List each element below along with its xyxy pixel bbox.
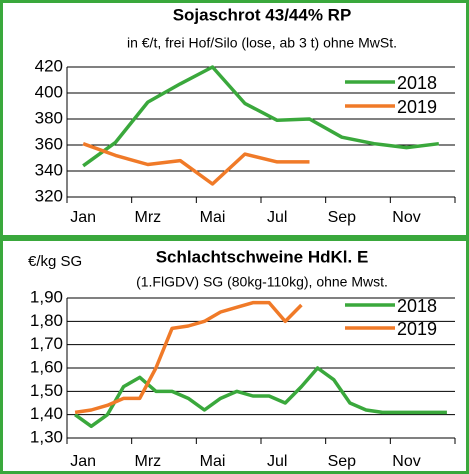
x-tick-label: Jul	[267, 453, 287, 470]
x-tick-label: Mai	[200, 453, 226, 470]
line-series	[74, 300, 303, 415]
legend-label: 2018	[397, 73, 437, 93]
y-tick-label: 1,40	[30, 404, 63, 423]
y-tick-label: 1,30	[30, 427, 63, 446]
chart-subtitle: (1.FlGDV) SG (80kg-110kg), ohne Mwst.	[136, 274, 388, 290]
y-tick-label: 340	[35, 160, 63, 179]
y-tick-label: 420	[35, 56, 63, 75]
line-series	[82, 65, 440, 168]
y-tick-label: 320	[35, 186, 63, 205]
x-tick-label: Mrz	[135, 453, 162, 470]
y-tick-label: 1,70	[30, 334, 63, 353]
y-tick-label: 1,90	[30, 287, 63, 306]
legend-label: 2018	[397, 296, 437, 316]
y-tick-label: 1,60	[30, 357, 63, 376]
y-tick-label: 380	[35, 108, 63, 127]
y-tick-label: 360	[35, 134, 63, 153]
y-tick-label: 1,80	[30, 311, 63, 330]
chart-title: Schlachtschweine HdKl. E	[156, 247, 369, 266]
x-tick-label: Nov	[392, 209, 420, 226]
line-series	[82, 142, 310, 186]
y-axis-label: €/kg SG	[28, 253, 82, 270]
x-tick-label: Jan	[70, 453, 96, 470]
y-tick-label: 400	[35, 82, 63, 101]
x-tick-label: Jul	[267, 209, 287, 226]
chart-title: Sojaschrot 43/44% RP	[173, 5, 352, 24]
y-tick-label: 1,50	[30, 381, 63, 400]
legend-label: 2019	[397, 97, 437, 117]
x-tick-label: Mai	[200, 209, 226, 226]
panel-border	[0, 0, 469, 238]
x-tick-label: Sep	[328, 209, 357, 226]
x-tick-label: Sep	[328, 453, 357, 470]
line-series	[74, 366, 447, 429]
panel-border	[0, 238, 469, 474]
legend-label: 2019	[397, 319, 437, 339]
chart-subtitle: in €/t, frei Hof/Silo (lose, ab 3 t) ohn…	[127, 35, 397, 51]
x-tick-label: Jan	[70, 209, 96, 226]
x-tick-label: Nov	[392, 453, 420, 470]
x-tick-label: Mrz	[135, 209, 162, 226]
